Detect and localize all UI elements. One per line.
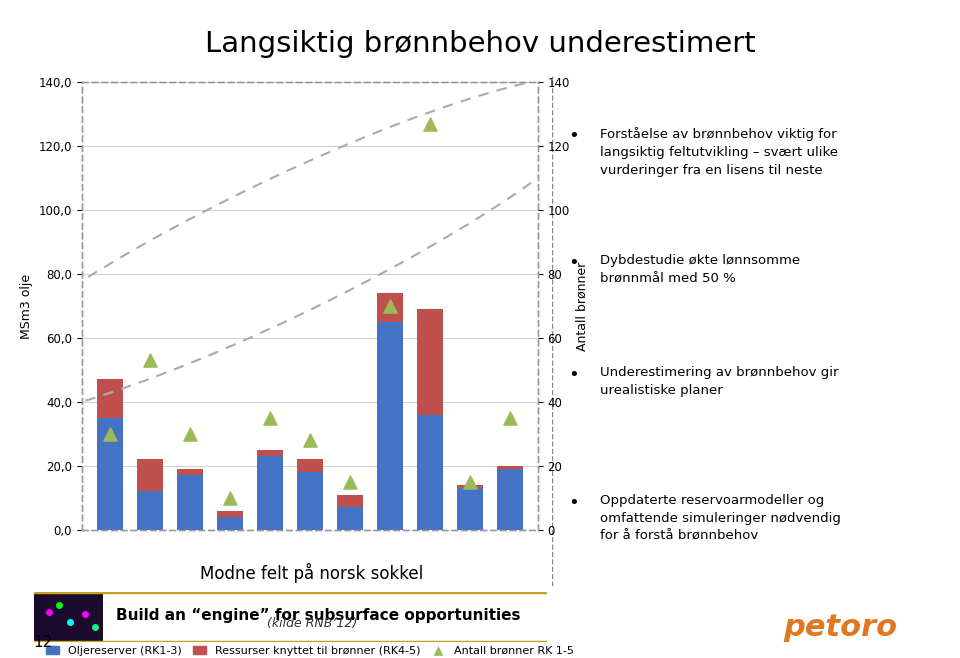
Point bbox=[222, 492, 237, 503]
Text: •: • bbox=[568, 494, 579, 512]
Point bbox=[262, 413, 277, 423]
Text: Build an “engine” for subsurface opportunities: Build an “engine” for subsurface opportu… bbox=[116, 609, 520, 623]
Point bbox=[462, 476, 477, 487]
Text: Langsiktig brønnbehov underestimert: Langsiktig brønnbehov underestimert bbox=[204, 30, 756, 58]
Text: (kilde RNB’12): (kilde RNB’12) bbox=[267, 617, 357, 630]
Text: 12: 12 bbox=[34, 635, 53, 650]
Bar bbox=[297, 459, 323, 472]
Bar bbox=[496, 469, 522, 530]
Text: •: • bbox=[568, 254, 579, 272]
Point bbox=[421, 118, 437, 129]
Point bbox=[181, 428, 197, 439]
Text: petoro: petoro bbox=[783, 613, 897, 642]
Bar bbox=[136, 492, 162, 530]
Bar bbox=[34, 592, 103, 642]
Bar bbox=[376, 293, 402, 322]
Bar bbox=[417, 309, 443, 415]
Y-axis label: MSm3 olje: MSm3 olje bbox=[20, 274, 33, 338]
Bar bbox=[97, 380, 123, 418]
Text: Modne felt på norsk sokkel: Modne felt på norsk sokkel bbox=[201, 563, 423, 583]
Bar bbox=[177, 475, 203, 530]
Bar bbox=[337, 507, 363, 530]
Y-axis label: Antall brønner: Antall brønner bbox=[575, 261, 588, 351]
Point bbox=[502, 413, 517, 423]
Legend: Oljereserver (RK1-3), Ressurser knyttet til brønner (RK4-5), Antall brønner RK 1: Oljereserver (RK1-3), Ressurser knyttet … bbox=[41, 642, 578, 658]
Bar bbox=[417, 415, 443, 530]
Text: •: • bbox=[568, 367, 579, 384]
Bar bbox=[496, 466, 522, 469]
Bar bbox=[457, 488, 483, 530]
Point bbox=[301, 435, 317, 445]
Point bbox=[142, 355, 157, 366]
Bar bbox=[217, 517, 243, 530]
Bar bbox=[256, 456, 282, 530]
Bar bbox=[256, 450, 282, 456]
Bar bbox=[217, 511, 243, 517]
Bar bbox=[457, 485, 483, 488]
Point bbox=[102, 428, 117, 439]
Point bbox=[342, 476, 357, 487]
Bar bbox=[297, 472, 323, 530]
Text: Oppdaterte reservoarmodeller og
omfattende simuleringer nødvendig
for å forstå b: Oppdaterte reservoarmodeller og omfatten… bbox=[600, 494, 841, 543]
Text: •: • bbox=[568, 126, 579, 145]
Bar bbox=[337, 495, 363, 507]
Point bbox=[382, 301, 397, 311]
Bar bbox=[136, 459, 162, 492]
Text: Dybdestudie økte lønnsomme
brønnmål med 50 %: Dybdestudie økte lønnsomme brønnmål med … bbox=[600, 254, 800, 285]
Text: Underestimering av brønnbehov gir
urealistiske planer: Underestimering av brønnbehov gir ureali… bbox=[600, 367, 838, 397]
Bar bbox=[97, 418, 123, 530]
Text: Forståelse av brønnbehov viktig for
langsiktig feltutvikling – svært ulike
vurde: Forståelse av brønnbehov viktig for lang… bbox=[600, 126, 838, 176]
Bar bbox=[177, 469, 203, 475]
Bar bbox=[376, 322, 402, 530]
